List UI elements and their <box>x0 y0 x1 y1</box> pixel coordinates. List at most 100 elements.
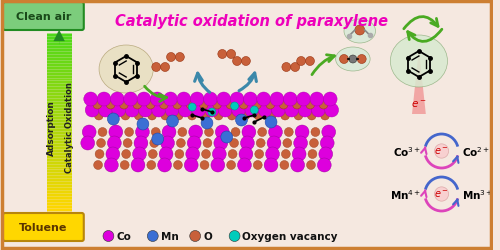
FancyBboxPatch shape <box>3 3 84 31</box>
Circle shape <box>291 158 304 172</box>
Circle shape <box>238 158 252 172</box>
Circle shape <box>266 100 275 110</box>
Circle shape <box>282 150 290 159</box>
Circle shape <box>216 126 229 140</box>
Circle shape <box>268 112 276 120</box>
Circle shape <box>110 93 124 106</box>
FancyArrowPatch shape <box>408 30 442 42</box>
Circle shape <box>214 136 228 150</box>
Circle shape <box>239 148 253 161</box>
Circle shape <box>97 93 111 106</box>
Circle shape <box>172 100 182 110</box>
Circle shape <box>152 63 160 72</box>
Circle shape <box>320 112 330 120</box>
Circle shape <box>221 132 232 143</box>
Circle shape <box>147 161 156 170</box>
FancyArrowPatch shape <box>404 18 438 30</box>
Circle shape <box>94 161 102 170</box>
Circle shape <box>320 136 334 150</box>
Circle shape <box>132 148 146 161</box>
Circle shape <box>252 100 262 110</box>
Circle shape <box>294 136 308 150</box>
Circle shape <box>134 112 143 120</box>
Circle shape <box>82 126 96 140</box>
Circle shape <box>204 93 218 106</box>
Circle shape <box>242 57 250 66</box>
Circle shape <box>240 112 250 120</box>
Circle shape <box>201 112 209 120</box>
Circle shape <box>186 100 195 110</box>
Circle shape <box>150 139 158 148</box>
Circle shape <box>245 104 258 118</box>
Text: Mn$^{3+}$: Mn$^{3+}$ <box>462 187 494 201</box>
Text: Mn$^{4+}$: Mn$^{4+}$ <box>390 187 421 201</box>
Circle shape <box>186 148 200 161</box>
Circle shape <box>161 112 170 120</box>
Ellipse shape <box>336 48 370 72</box>
Text: $e^-$: $e^-$ <box>411 99 426 110</box>
Circle shape <box>212 100 222 110</box>
Circle shape <box>184 158 198 172</box>
Ellipse shape <box>99 46 154 94</box>
Circle shape <box>190 93 204 106</box>
Circle shape <box>106 148 120 161</box>
Circle shape <box>226 161 235 170</box>
Circle shape <box>109 126 122 140</box>
Circle shape <box>152 128 160 137</box>
Circle shape <box>282 63 291 72</box>
Text: O: O <box>203 231 212 241</box>
Circle shape <box>174 161 182 170</box>
Circle shape <box>232 57 241 66</box>
Circle shape <box>267 136 281 150</box>
Circle shape <box>319 100 328 110</box>
Circle shape <box>94 112 103 120</box>
Circle shape <box>325 104 338 118</box>
Circle shape <box>122 150 130 159</box>
Text: $e^-$: $e^-$ <box>434 146 449 157</box>
Circle shape <box>124 128 134 137</box>
Circle shape <box>240 100 248 110</box>
Circle shape <box>176 139 186 148</box>
Circle shape <box>162 126 176 140</box>
Circle shape <box>322 126 336 140</box>
Circle shape <box>258 128 266 137</box>
Circle shape <box>232 104 245 118</box>
Circle shape <box>205 104 219 118</box>
Circle shape <box>166 116 178 128</box>
Circle shape <box>212 148 226 161</box>
Circle shape <box>272 104 285 118</box>
Circle shape <box>134 136 148 150</box>
Circle shape <box>190 230 200 241</box>
Ellipse shape <box>390 36 448 88</box>
Circle shape <box>160 63 170 72</box>
Circle shape <box>189 126 202 140</box>
Circle shape <box>86 104 99 118</box>
Circle shape <box>228 112 236 120</box>
Circle shape <box>270 93 284 106</box>
Polygon shape <box>412 50 426 114</box>
Circle shape <box>158 158 172 172</box>
Circle shape <box>174 112 183 120</box>
Circle shape <box>106 100 115 110</box>
Circle shape <box>230 93 244 106</box>
Circle shape <box>120 100 128 110</box>
FancyArrowPatch shape <box>194 74 210 93</box>
Circle shape <box>188 104 196 112</box>
Circle shape <box>137 93 151 106</box>
Circle shape <box>340 55 348 64</box>
Circle shape <box>136 126 149 140</box>
Text: Toluene: Toluene <box>19 222 68 232</box>
Circle shape <box>284 128 293 137</box>
Circle shape <box>280 112 289 120</box>
Circle shape <box>95 150 104 159</box>
Circle shape <box>229 230 240 241</box>
Circle shape <box>306 57 314 66</box>
Circle shape <box>230 139 238 148</box>
Text: Co: Co <box>116 231 131 241</box>
Circle shape <box>104 158 118 172</box>
Circle shape <box>148 150 157 159</box>
Circle shape <box>176 53 184 62</box>
Circle shape <box>159 148 173 161</box>
Circle shape <box>318 158 331 172</box>
Text: Co$^{2+}$: Co$^{2+}$ <box>462 144 490 158</box>
